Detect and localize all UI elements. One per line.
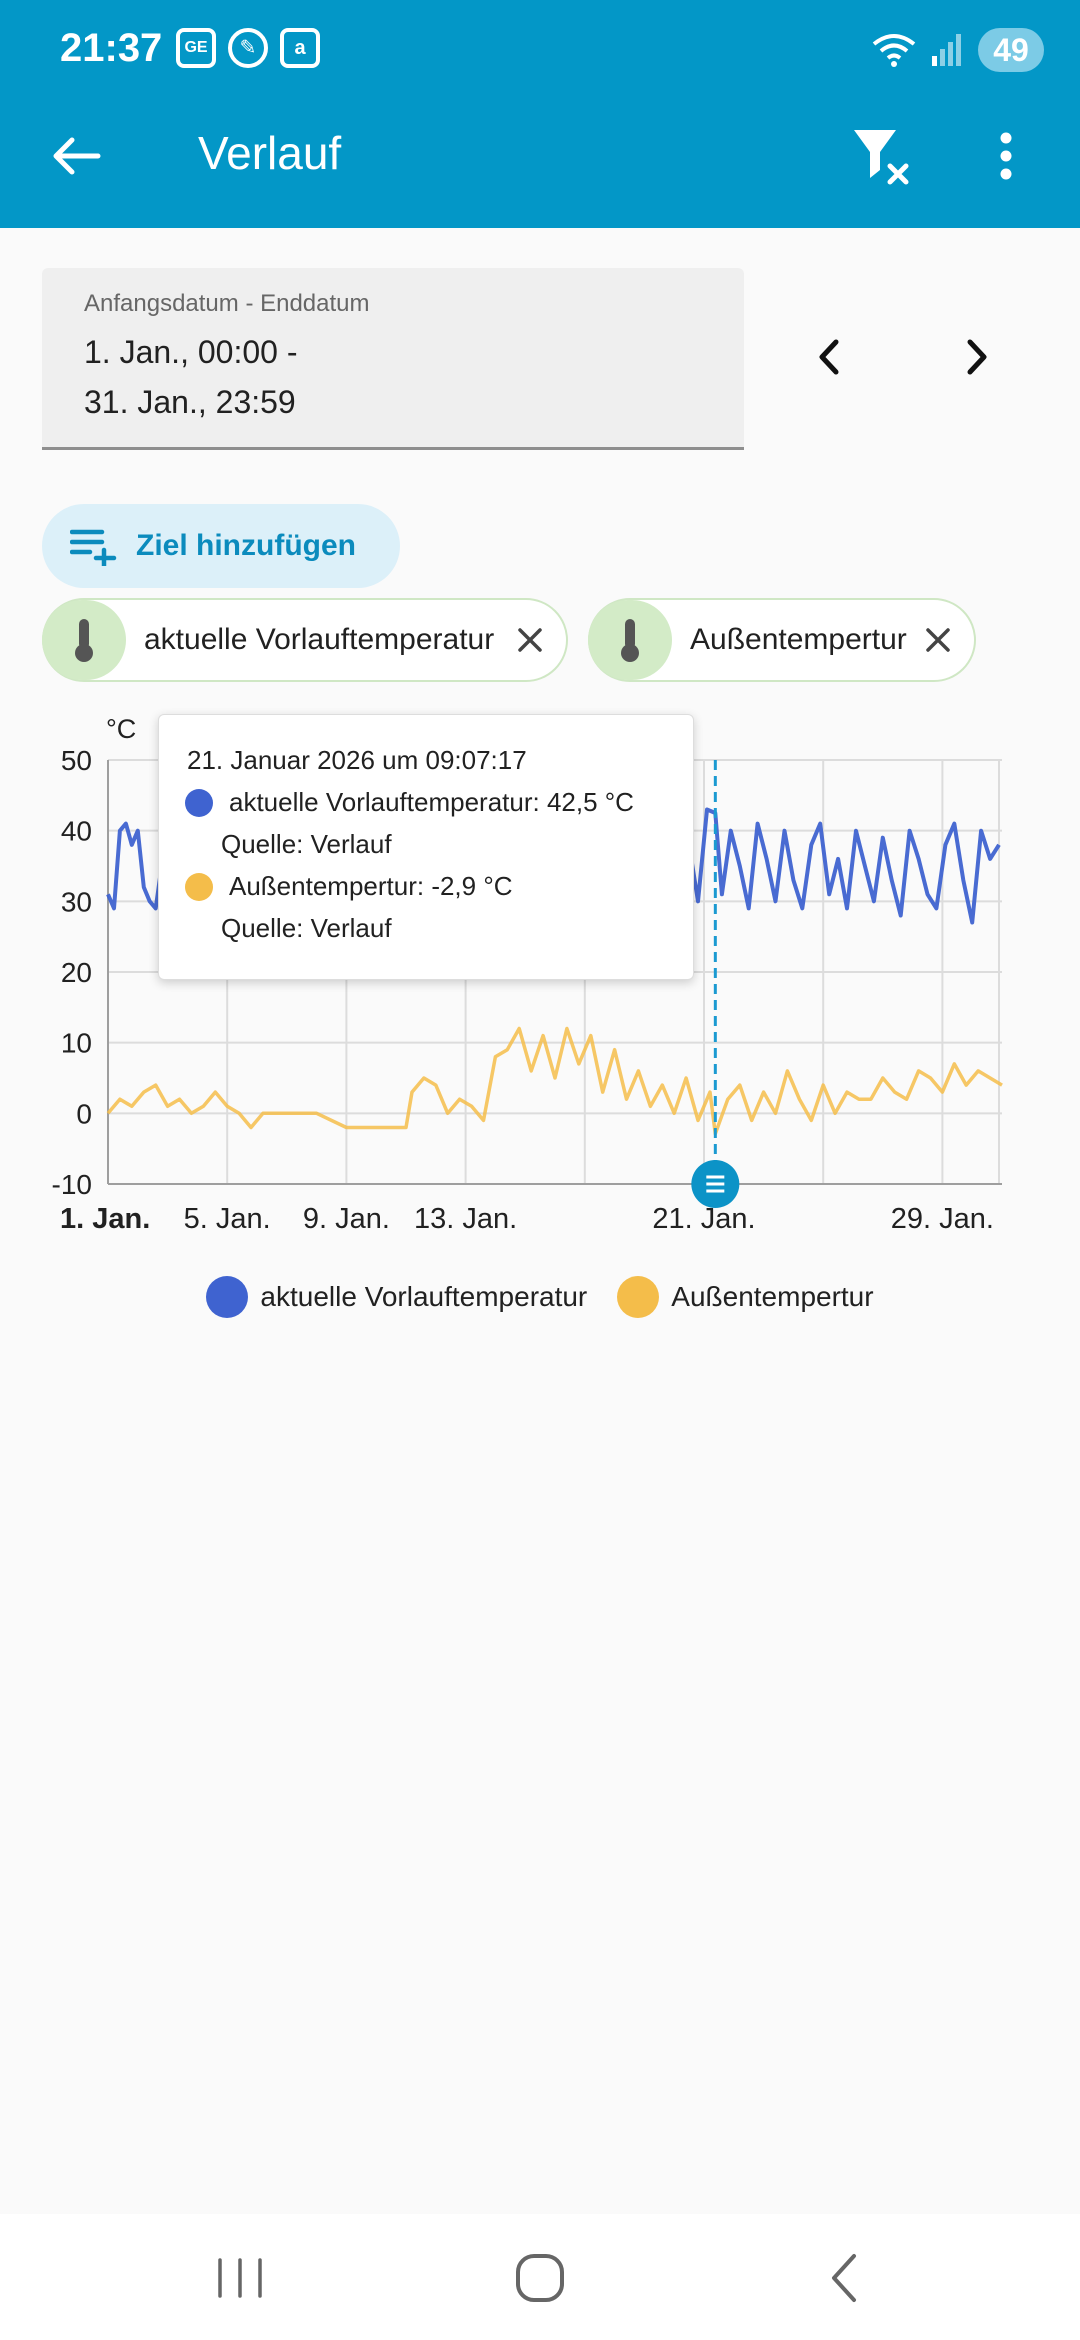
y-tick-label: 40 [61, 816, 92, 847]
wifi-icon [872, 34, 916, 67]
recents-icon [218, 2258, 262, 2298]
app-header: 21:37 GE ✎ a 49 Verlauf [0, 0, 1080, 228]
arrow-left-icon [53, 137, 101, 175]
chart-legend: aktuelle Vorlauftemperatur Außentempertu… [0, 1276, 1080, 1318]
filter-remove-icon [854, 130, 896, 178]
home-icon [516, 2254, 564, 2302]
battery-indicator: 49 [978, 28, 1044, 72]
next-period-button[interactable] [944, 324, 1010, 390]
tooltip-source: Quelle: Verlauf [221, 829, 392, 859]
chip-avatar [42, 600, 126, 680]
date-range-field[interactable]: Anfangsdatum - Enddatum 1. Jan., 00:00 -… [42, 268, 744, 450]
tooltip-row-aussen: Außentempertur: -2,9 °C [185, 871, 513, 902]
x-tick-label: 13. Jan. [414, 1203, 517, 1235]
close-icon [518, 628, 542, 652]
x-tick-label: 21. Jan. [652, 1203, 755, 1235]
chip-vorlauftemperatur[interactable]: aktuelle Vorlauftemperatur [42, 598, 568, 682]
close-icon [926, 628, 950, 652]
y-tick-label: 0 [76, 1098, 92, 1129]
y-tick-label: 10 [61, 1028, 92, 1059]
chip-avatar [588, 600, 672, 680]
chip-remove-button[interactable] [510, 620, 550, 660]
notification-calendar-icon: a [280, 28, 320, 68]
date-range-start: 1. Jan., 00:00 - [84, 334, 298, 370]
chevron-left-icon [819, 339, 839, 375]
date-range-label: Anfangsdatum - Enddatum [84, 290, 370, 317]
y-tick-label: 20 [61, 957, 92, 988]
system-navigation-bar [0, 2214, 1080, 2340]
more-options-button[interactable] [970, 120, 1042, 192]
series-line-aussentemperatur [106, 1026, 1003, 1136]
filter-remove-button[interactable] [846, 120, 918, 192]
legend-label: Außentempertur [671, 1281, 874, 1312]
legend-item-aussen[interactable]: Außentempertur [617, 1276, 874, 1318]
notification-pill-icon: ✎ [228, 28, 268, 68]
history-chart[interactable]: 50 40 30 20 10 0 -101. Jan. 5. Jan. 9. Jan. 13. J… [0, 700, 1080, 1340]
chevron-right-icon [967, 339, 987, 375]
chip-label: aktuelle Vorlauftemperatur [144, 623, 495, 656]
status-time: 21:37 [60, 26, 163, 70]
thermometer-icon [75, 619, 93, 662]
legend-label: aktuelle Vorlauftemperatur [260, 1281, 588, 1312]
x-tick-label: 5. Jan. [184, 1203, 271, 1235]
y-tick-label: -10 [52, 1169, 92, 1200]
tooltip-value: Außentempertur: -2,9 °C [229, 871, 513, 901]
recent-apps-button[interactable] [210, 2250, 270, 2306]
y-tick-label: 50 [61, 745, 92, 776]
playlist-add-icon [70, 529, 117, 566]
tooltip-row-vorlauf: aktuelle Vorlauftemperatur: 42,5 °C [185, 787, 634, 818]
home-button[interactable] [510, 2248, 570, 2308]
x-tick-label: 29. Jan. [891, 1203, 994, 1235]
page-title: Verlauf [198, 127, 342, 179]
notification-ge-icon: GE [176, 28, 216, 68]
add-target-label: Ziel hinzufügen [136, 529, 356, 562]
chip-aussentemperatur[interactable]: Außentempertur [588, 598, 976, 682]
status-right: 49 [872, 28, 1044, 72]
status-notification-icons: GE ✎ a [176, 28, 320, 68]
legend-dot [617, 1276, 660, 1318]
tooltip-value: aktuelle Vorlauftemperatur: 42,5 °C [229, 787, 634, 817]
chevron-left-icon [832, 2254, 856, 2302]
series-dot [185, 788, 213, 817]
tooltip-source: Quelle: Verlauf [221, 913, 392, 943]
series-dot [185, 872, 213, 901]
legend-item-vorlauf[interactable]: aktuelle Vorlauftemperatur [206, 1276, 587, 1318]
chart-tooltip: 21. Januar 2026 um 09:07:17 aktuelle Vor… [158, 714, 694, 980]
previous-period-button[interactable] [796, 324, 862, 390]
chip-label: Außentempertur [690, 623, 907, 656]
legend-dot [206, 1276, 249, 1318]
y-tick-label: 30 [61, 886, 92, 917]
date-range-end: 31. Jan., 23:59 [84, 384, 296, 420]
x-tick-label: 9. Jan. [303, 1203, 390, 1235]
y-axis-unit-label: °C [106, 714, 136, 744]
x-tick-label: 1. Jan. [60, 1203, 150, 1235]
more-vert-icon [1000, 132, 1012, 180]
tooltip-title: 21. Januar 2026 um 09:07:17 [187, 745, 527, 775]
system-back-button[interactable] [816, 2248, 876, 2308]
back-button[interactable] [40, 120, 112, 192]
add-target-button[interactable]: Ziel hinzufügen [42, 504, 400, 588]
drag-handle-icon [706, 1175, 725, 1193]
signal-icon [932, 34, 961, 66]
thermometer-icon [621, 619, 639, 662]
chip-remove-button[interactable] [918, 620, 958, 660]
